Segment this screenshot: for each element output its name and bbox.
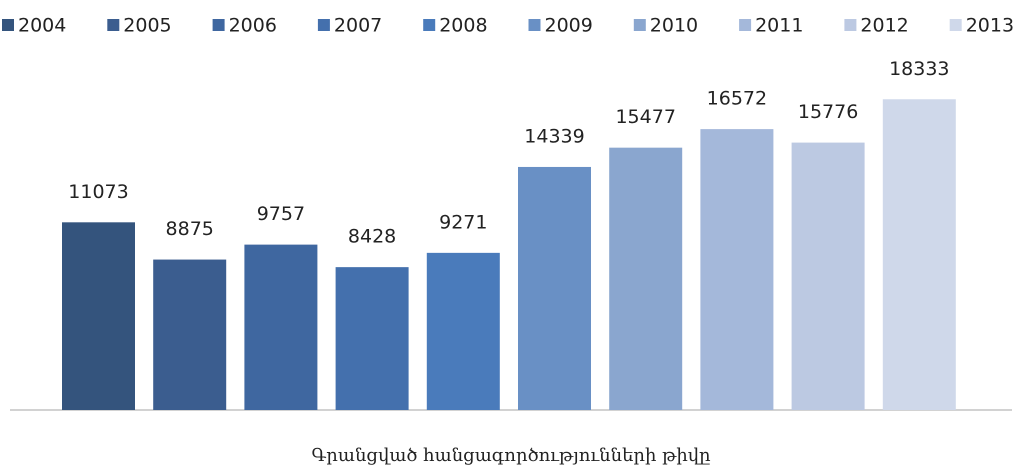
bar [882,99,956,411]
bar [791,142,865,410]
legend-label: 2013 [966,15,1014,37]
x-category-label: Գրանցված հանցագործությունների թիվը [311,445,710,466]
bar [426,252,500,410]
legend-swatch [528,19,541,31]
legend-label: 2011 [755,15,803,37]
bar [62,222,135,410]
legend-label: 2009 [545,15,593,37]
legend-label: 2004 [18,15,66,37]
bar [153,259,227,410]
bar [518,166,591,410]
legend-swatch [2,19,14,31]
legend-swatch [949,19,962,31]
legend-swatch [739,19,752,31]
legend-swatch [317,19,330,31]
data-label: 8875 [166,218,214,240]
data-label: 9271 [439,211,487,233]
data-label: 15776 [798,101,858,123]
bar [609,147,683,410]
legend-label: 2007 [334,15,382,37]
data-label: 18333 [889,58,949,80]
data-label: 8428 [348,226,396,248]
data-label: 11073 [68,181,128,203]
legend-swatch [844,19,857,31]
legend-swatch [633,19,646,31]
legend-label: 2010 [650,15,698,37]
legend-swatch [212,19,225,31]
bar [244,244,318,410]
data-label: 9757 [257,203,305,225]
legend-label: 2005 [123,15,171,37]
legend-label: 2008 [439,15,487,37]
bar [700,129,774,410]
data-label: 14339 [524,125,584,147]
bar [335,267,409,410]
legend-swatch [107,19,120,31]
legend-label: 2006 [229,15,277,37]
legend-swatch [423,19,436,31]
legend-label: 2012 [860,15,908,37]
data-label: 16572 [707,88,767,110]
data-label: 15477 [615,106,675,128]
